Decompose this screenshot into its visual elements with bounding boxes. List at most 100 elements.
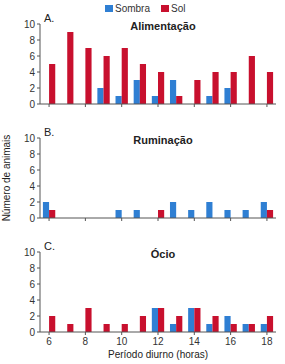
bar [206, 202, 212, 218]
bar [267, 316, 273, 332]
y-tick-label: 6 [29, 279, 35, 290]
y-tick-label: 0 [29, 213, 35, 224]
bar [267, 72, 273, 104]
y-tick-label: 4 [29, 295, 35, 306]
bar [152, 308, 158, 332]
bar [85, 48, 91, 104]
bars [49, 32, 273, 104]
bar [170, 324, 176, 332]
x-axis [40, 332, 276, 333]
bar [158, 308, 164, 332]
bar [231, 72, 237, 104]
x-axis [40, 218, 276, 219]
y-tick-label: 10 [24, 247, 36, 258]
bar [158, 72, 164, 104]
bar [140, 64, 146, 104]
bar [49, 64, 55, 104]
x-tick-label: 12 [152, 336, 164, 347]
bars [49, 308, 273, 332]
panel: 0 2 4 6 8 10 B. Ruminação Número de animais [1, 126, 276, 224]
bar [134, 210, 140, 218]
y-tick-label: 6 [29, 51, 35, 62]
panel-label: C. [44, 240, 55, 252]
bar [170, 80, 176, 104]
bar [85, 308, 91, 332]
x-axis-title: Período diurno (horas) [108, 349, 208, 360]
bar [116, 96, 122, 104]
panel-title: Ócio [151, 248, 176, 260]
y-tick-label: 8 [29, 149, 35, 160]
bar [194, 80, 200, 104]
legend-label: Sombra [115, 3, 150, 14]
bar [122, 324, 128, 332]
bar [176, 316, 182, 332]
y-axis-title: Número de animais [1, 135, 12, 222]
panel-title: Alimentação [130, 20, 196, 32]
legend-label: Sol [171, 3, 185, 14]
bar [104, 56, 110, 104]
bar [224, 210, 230, 218]
panel: Sombra Sol 0 2 4 6 8 10 A. Alimentação [24, 3, 276, 110]
bar [188, 308, 194, 332]
x-tick-label: 8 [83, 336, 89, 347]
bar [152, 96, 158, 104]
bar [224, 88, 230, 104]
y-tick-label: 6 [29, 165, 35, 176]
x-axis [40, 104, 276, 105]
x-tick-label: 14 [189, 336, 201, 347]
y-axis [40, 138, 41, 218]
x-tick-label: 18 [261, 336, 273, 347]
bar [122, 48, 128, 104]
legend-swatch [161, 5, 169, 12]
bar [116, 210, 122, 218]
y-axis [40, 252, 41, 332]
figure: Sombra Sol 0 2 4 6 8 10 A. Alimentação 0 2 4 6 8 10 B. Ru… [0, 0, 285, 364]
bar [49, 210, 55, 218]
panel: 0246810681012141618C.ÓcioPeríodo diurno … [24, 240, 276, 360]
bar [67, 324, 73, 332]
y-tick-label: 0 [29, 327, 35, 338]
y-tick-label: 4 [29, 67, 35, 78]
bar [206, 324, 212, 332]
bar [43, 202, 49, 218]
bar [243, 324, 249, 332]
bar [158, 210, 164, 218]
bar [170, 202, 176, 218]
bar [194, 308, 200, 332]
bar [49, 316, 55, 332]
bar [206, 96, 212, 104]
bar [104, 324, 110, 332]
bar [243, 210, 249, 218]
bar [231, 324, 237, 332]
panel-label: B. [44, 126, 54, 138]
bar [140, 316, 146, 332]
y-tick-label: 2 [29, 197, 35, 208]
y-tick-label: 10 [24, 133, 36, 144]
y-tick-label: 8 [29, 35, 35, 46]
y-tick-label: 2 [29, 83, 35, 94]
legend-swatch [105, 5, 113, 12]
bar [188, 210, 194, 218]
bar [212, 72, 218, 104]
bar [224, 316, 230, 332]
y-tick-label: 10 [24, 19, 36, 30]
panel-label: A. [44, 12, 54, 24]
bar [249, 56, 255, 104]
y-tick-label: 4 [29, 181, 35, 192]
panel-title: Ruminação [133, 134, 193, 146]
x-tick-label: 6 [46, 336, 52, 347]
bar [267, 210, 273, 218]
x-tick-label: 10 [116, 336, 128, 347]
y-tick-label: 2 [29, 311, 35, 322]
y-axis [40, 24, 41, 104]
bar [212, 316, 218, 332]
bars [43, 202, 273, 218]
y-tick-label: 8 [29, 263, 35, 274]
bar [261, 324, 267, 332]
bar [97, 88, 103, 104]
y-tick-label: 0 [29, 99, 35, 110]
bar [176, 96, 182, 104]
bar [261, 202, 267, 218]
bar [134, 80, 140, 104]
bar [67, 32, 73, 104]
